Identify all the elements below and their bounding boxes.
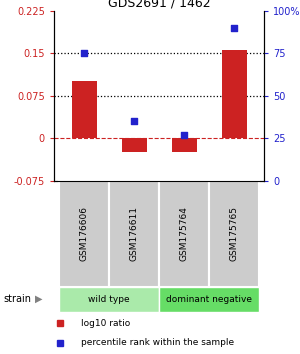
Text: percentile rank within the sample: percentile rank within the sample [81,338,234,347]
Bar [109,181,159,287]
Text: wild type: wild type [88,295,130,304]
Bar [221,50,247,138]
Text: GSM175765: GSM175765 [230,206,238,261]
Text: dominant negative: dominant negative [166,295,252,304]
Bar [209,181,259,287]
Text: GSM176611: GSM176611 [130,206,139,261]
Text: strain: strain [3,294,31,304]
Text: ▶: ▶ [35,294,43,304]
Point [132,118,136,124]
Bar [159,287,259,312]
Point [82,50,86,56]
Bar [71,81,97,138]
Bar [59,287,159,312]
Point [232,25,236,30]
Text: GSM176606: GSM176606 [80,206,88,261]
Bar [59,181,109,287]
Bar [159,181,209,287]
Text: log10 ratio: log10 ratio [81,319,130,328]
Text: GSM175764: GSM175764 [179,206,188,261]
Bar [172,138,197,152]
Title: GDS2691 / 1462: GDS2691 / 1462 [108,0,210,10]
Point [182,132,186,137]
Bar [122,138,146,152]
